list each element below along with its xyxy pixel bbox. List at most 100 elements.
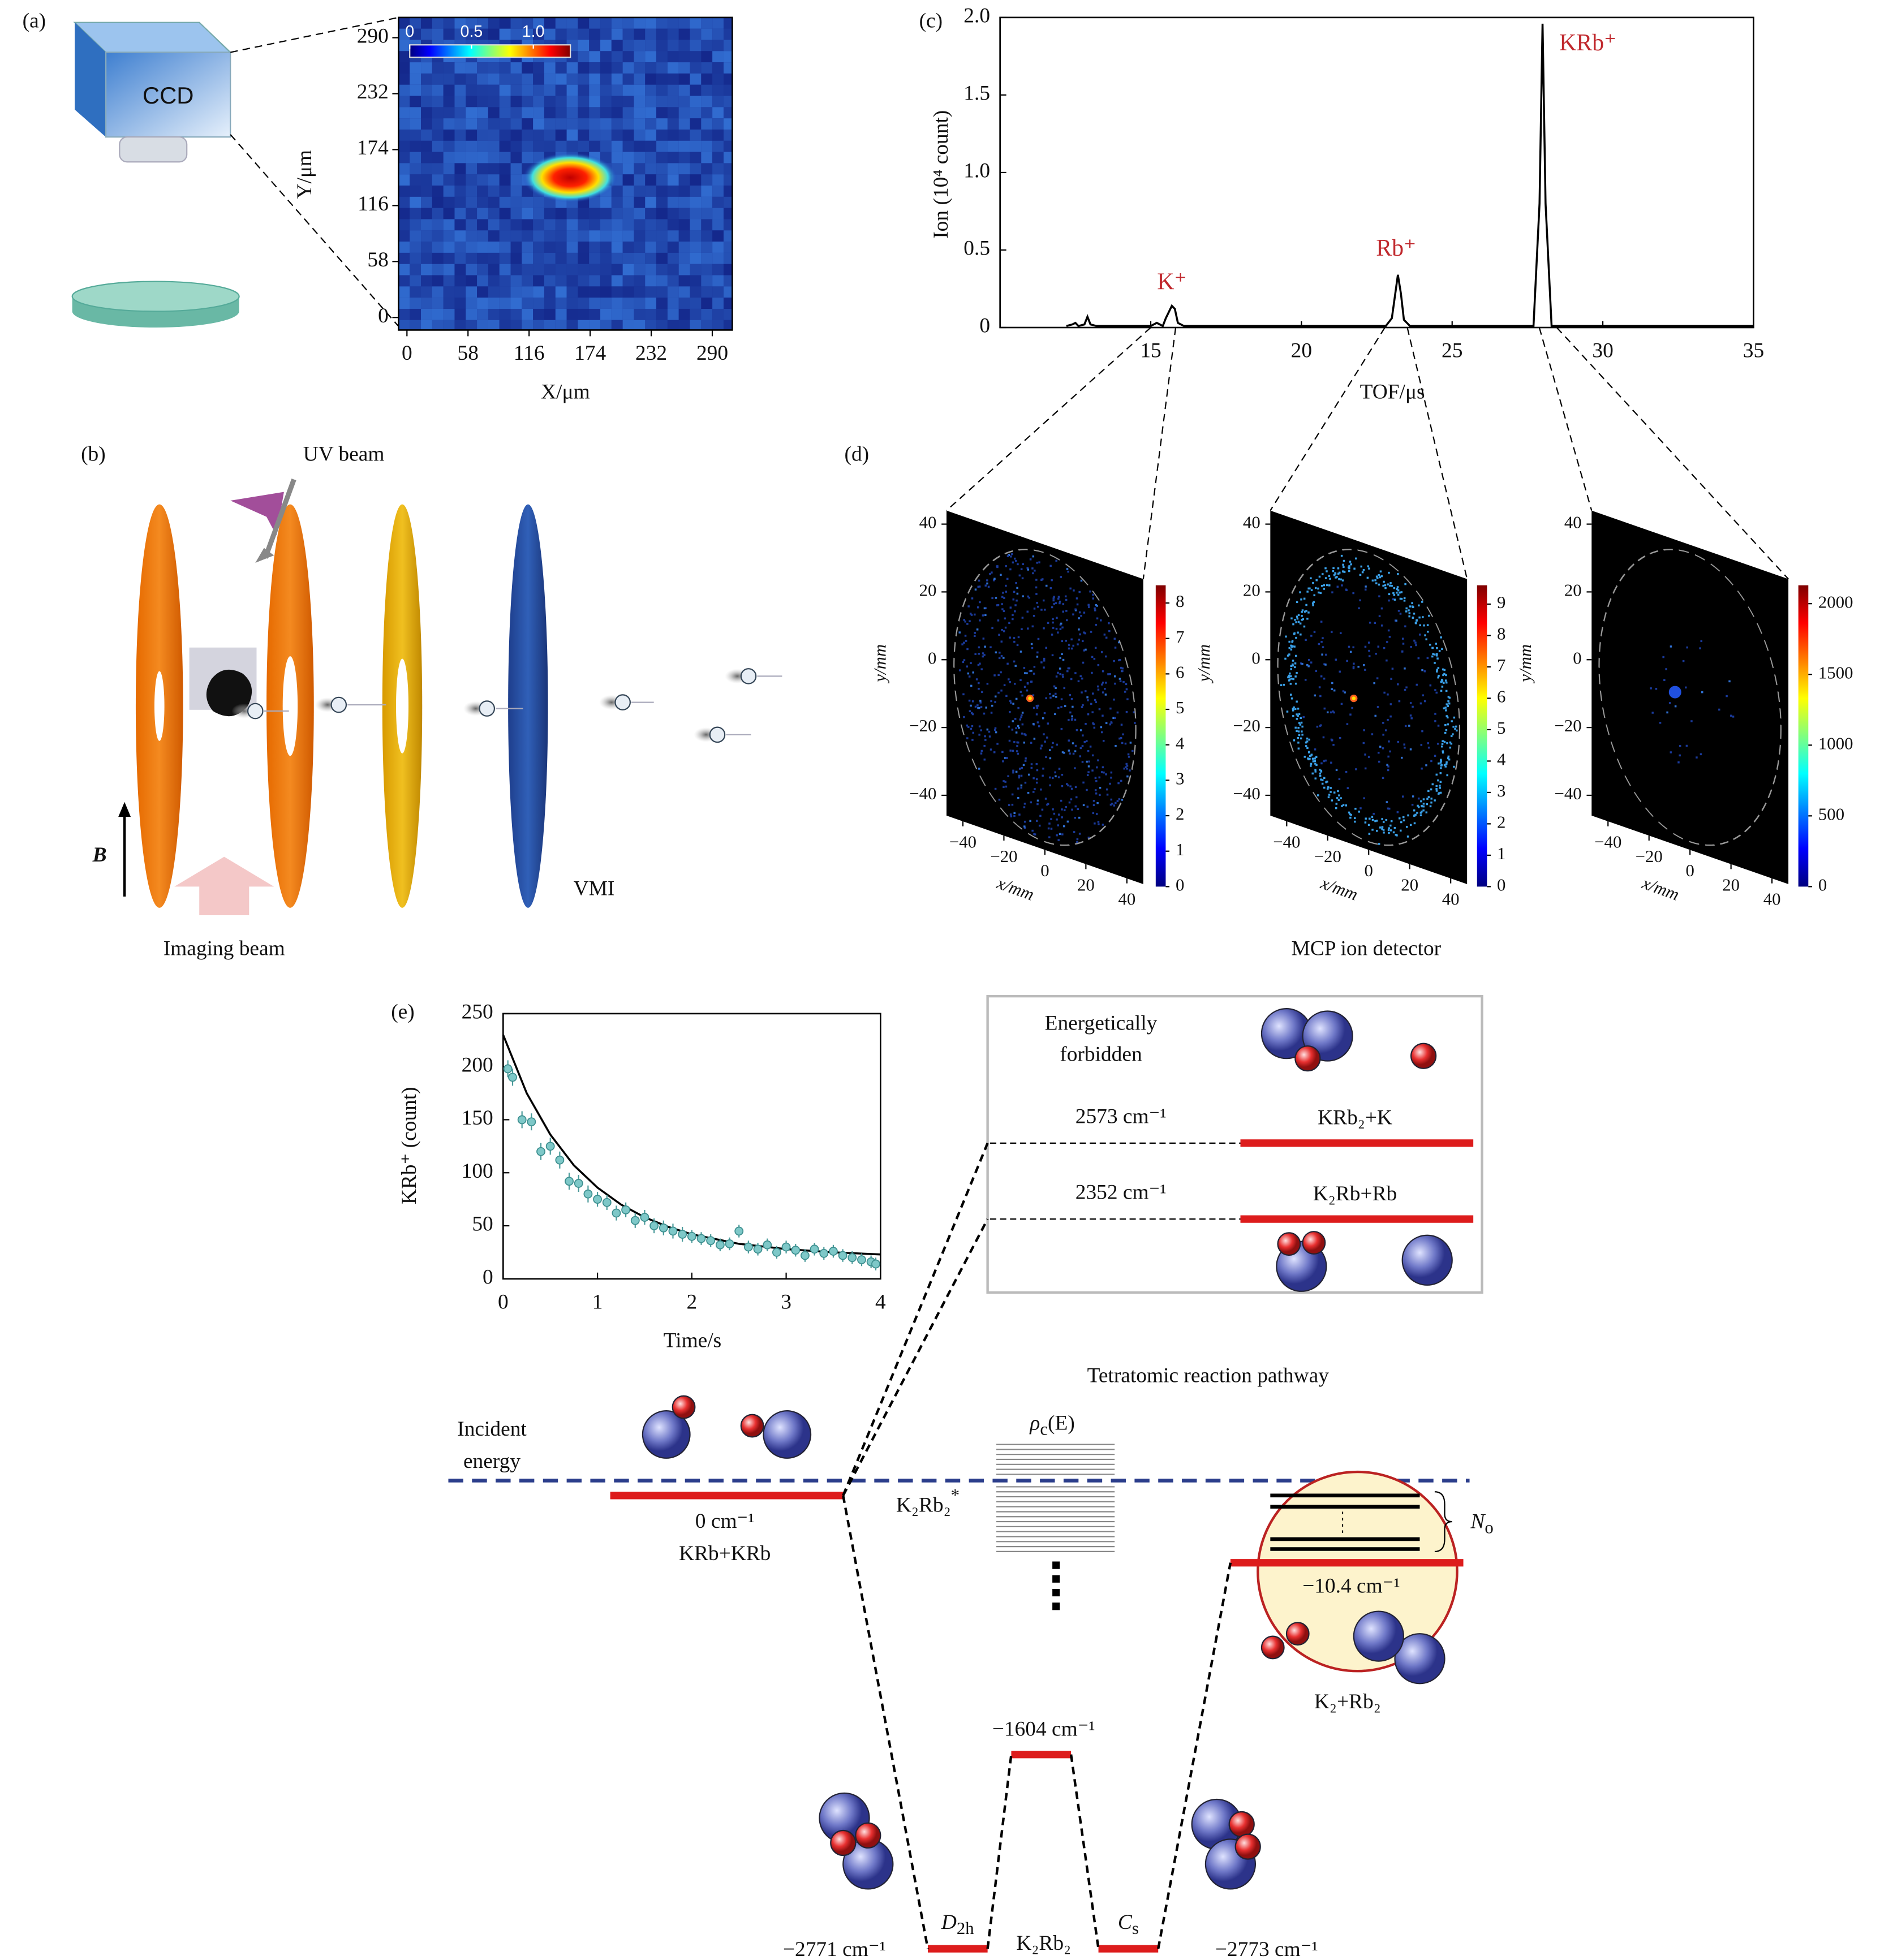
heatmap-cell bbox=[443, 107, 455, 119]
heatmap-cell bbox=[443, 264, 455, 275]
detector-hit bbox=[984, 739, 987, 741]
detector-hit bbox=[1395, 619, 1397, 622]
heatmap-cell bbox=[578, 130, 590, 141]
detector-hit bbox=[1330, 791, 1332, 793]
detector-hit bbox=[1051, 606, 1053, 609]
detector-hit bbox=[1079, 633, 1081, 636]
detector-hit bbox=[1397, 573, 1399, 575]
detector-hit bbox=[1435, 773, 1438, 776]
detector-hit bbox=[1011, 729, 1014, 731]
data-point bbox=[612, 1208, 621, 1218]
detector-hit bbox=[1382, 722, 1384, 724]
detector-hit bbox=[1063, 809, 1066, 812]
detector-hit bbox=[1374, 622, 1376, 624]
detector-hit bbox=[1018, 768, 1021, 770]
heatmap-cell bbox=[421, 264, 432, 275]
heatmap-cell bbox=[634, 73, 646, 85]
heatmap-cell bbox=[622, 17, 634, 29]
heatmap-cell bbox=[410, 298, 421, 309]
detector-hit bbox=[1023, 672, 1026, 674]
colorbar bbox=[1477, 585, 1487, 887]
heatmap-cell bbox=[410, 286, 421, 298]
heatmap-cell bbox=[544, 118, 556, 130]
detector-hit bbox=[1313, 594, 1316, 597]
detector-hit bbox=[993, 579, 995, 581]
detector-hit bbox=[1060, 576, 1062, 578]
heatmap-cell bbox=[533, 84, 544, 96]
heatmap-cell bbox=[678, 163, 690, 175]
detector-hit bbox=[1076, 841, 1078, 843]
heatmap-cell bbox=[600, 51, 612, 63]
detector-hit bbox=[1061, 773, 1064, 776]
detector-hit bbox=[1404, 625, 1406, 628]
detector-hit bbox=[1343, 570, 1345, 573]
detector-hit bbox=[1402, 795, 1404, 798]
detector-hit bbox=[1307, 611, 1310, 614]
heatmap-cell bbox=[645, 73, 657, 85]
detector-hit bbox=[1059, 673, 1061, 675]
detector-hit bbox=[1027, 595, 1029, 598]
detector-hit bbox=[1035, 820, 1038, 822]
heatmap-cell bbox=[701, 186, 713, 197]
detector-hit bbox=[1655, 688, 1658, 690]
data-point bbox=[801, 1251, 810, 1260]
heatmap-cell bbox=[510, 73, 522, 85]
heatmap-cell bbox=[712, 308, 724, 320]
heatmap-cell bbox=[499, 219, 511, 231]
heatmap-cell bbox=[432, 73, 444, 85]
detector-hit bbox=[1427, 790, 1430, 792]
heatmap-cell bbox=[410, 174, 421, 186]
detector-hit bbox=[1005, 565, 1007, 567]
heatmap-cell bbox=[522, 219, 534, 231]
detector-hit bbox=[1021, 766, 1023, 769]
heatmap-cell bbox=[589, 286, 601, 298]
detector-hit bbox=[1302, 618, 1305, 621]
detector-hit bbox=[1125, 763, 1128, 765]
heatmap-cell bbox=[656, 230, 668, 242]
heatmap-cell bbox=[499, 308, 511, 320]
heatmap-cell bbox=[600, 62, 612, 74]
x-tick-label: 0 bbox=[402, 342, 412, 365]
heatmap-cell bbox=[723, 140, 733, 152]
detector-hit bbox=[1340, 578, 1342, 581]
detector-hit bbox=[1328, 584, 1331, 587]
detector-hit bbox=[1069, 785, 1072, 788]
detector-hit bbox=[1043, 627, 1045, 630]
colorbar-tick-label: 2 bbox=[1176, 804, 1184, 824]
heatmap-cell bbox=[622, 242, 634, 253]
detector-hit bbox=[1293, 739, 1296, 742]
y-tick-label: 20 bbox=[919, 581, 937, 600]
heatmap-cell bbox=[443, 163, 455, 175]
detector-hit bbox=[1043, 666, 1045, 669]
detector-hit bbox=[1728, 680, 1731, 683]
detector-hit bbox=[1059, 602, 1061, 605]
detector-hit bbox=[1444, 731, 1447, 734]
detector-hit bbox=[1389, 715, 1392, 718]
detector-hit bbox=[1445, 763, 1448, 765]
x-tick-label: 2 bbox=[686, 1290, 697, 1313]
heatmap-cell bbox=[421, 196, 432, 208]
heatmap-cell bbox=[432, 286, 444, 298]
detector-hit bbox=[1419, 814, 1422, 817]
heatmap-cell bbox=[510, 208, 522, 219]
heatmap-cell bbox=[432, 230, 444, 242]
detector-hit bbox=[1065, 598, 1068, 601]
detector-hit bbox=[1445, 715, 1448, 717]
detector-hit bbox=[1096, 605, 1098, 607]
detector-hit bbox=[1397, 740, 1400, 743]
detector-hit bbox=[1416, 683, 1418, 686]
heatmap-cell bbox=[712, 152, 724, 163]
y-tick-label: 150 bbox=[462, 1106, 493, 1130]
detector-hit bbox=[1419, 812, 1422, 814]
x-tick-label: 0 bbox=[498, 1290, 509, 1313]
detector-hit bbox=[1405, 686, 1408, 689]
detector-hit bbox=[976, 628, 979, 631]
detector-hit bbox=[1043, 712, 1046, 714]
heatmap-cell bbox=[667, 308, 679, 320]
detector-hit bbox=[1015, 727, 1017, 730]
detector-hit bbox=[1378, 574, 1380, 576]
heatmap-cell bbox=[510, 230, 522, 242]
heatmap-cell bbox=[634, 107, 646, 119]
heatmap-cell bbox=[634, 152, 646, 163]
detector-hit bbox=[1009, 711, 1011, 713]
